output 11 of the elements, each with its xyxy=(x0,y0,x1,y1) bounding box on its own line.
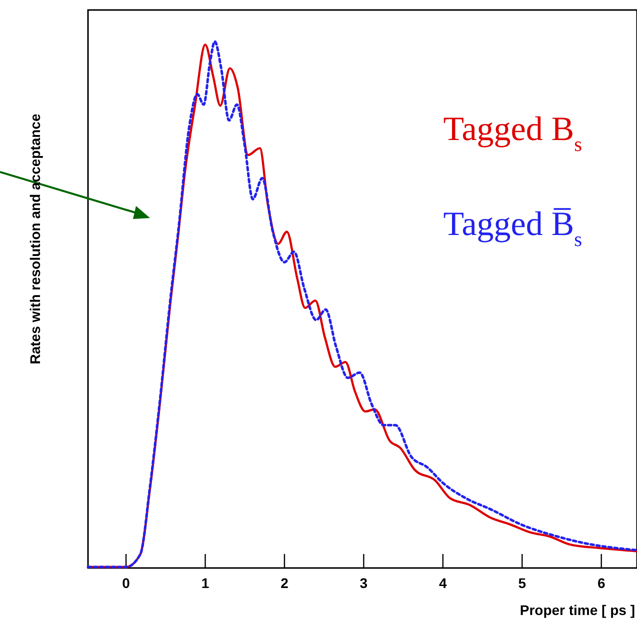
y-axis-title: Rates with resolution and acceptance xyxy=(27,114,43,364)
x-tick-label: 2 xyxy=(280,575,289,591)
x-tick-label: 0 xyxy=(122,575,130,591)
text: Tagged B$_{s}$ xyxy=(443,111,582,156)
x-tick-label: 1 xyxy=(201,575,210,591)
x-tick-label: 4 xyxy=(439,575,448,591)
x-axis-title: Proper time [ ps ] xyxy=(520,602,635,618)
text: Tagged B̅$_{s}$ xyxy=(443,206,582,251)
x-tick-label: 5 xyxy=(518,575,526,591)
x-tick-label: 6 xyxy=(597,575,606,591)
x-tick-label: 3 xyxy=(360,575,368,591)
